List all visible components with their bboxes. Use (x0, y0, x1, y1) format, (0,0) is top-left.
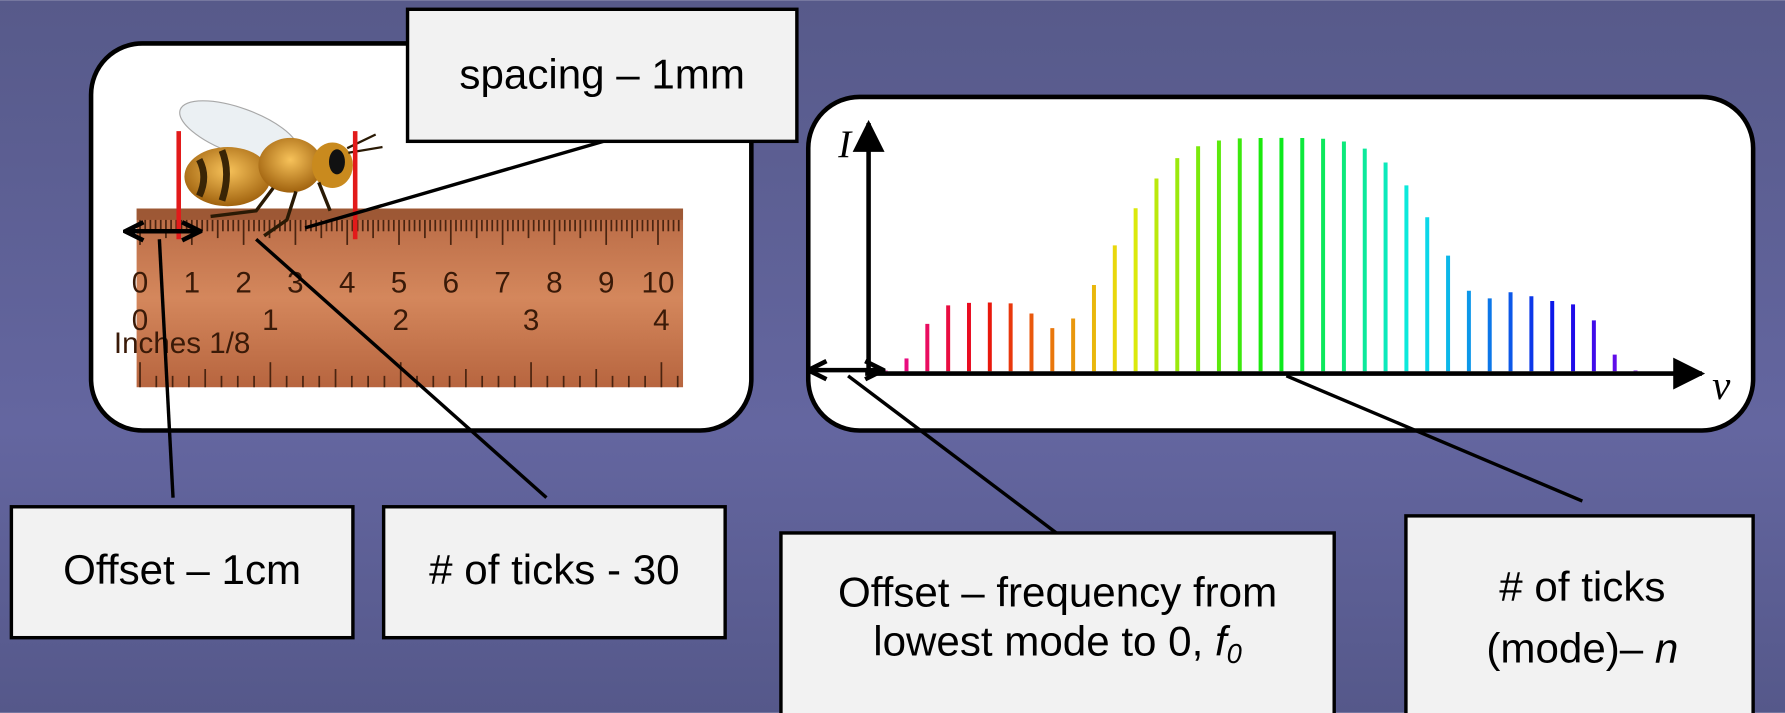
f0-box (779, 531, 1336, 713)
f0-subscript: 0 (1227, 638, 1242, 669)
bee-thorax (258, 137, 323, 193)
n-text-line2: (mode)– n (1486, 624, 1678, 671)
frequency-comb (883, 137, 1659, 372)
f0-text-line1: Offset – frequency from (838, 569, 1277, 616)
ticks-text: # of ticks - 30 (429, 546, 679, 593)
ruler-caption: Inches 1/8 (114, 327, 250, 360)
offset-connector (157, 239, 175, 498)
offset-text: Offset – 1cm (63, 546, 301, 593)
f0-connector (847, 374, 1058, 535)
spacing-box (405, 7, 799, 144)
ruler-cm-label: 0 (132, 267, 148, 300)
ticks-box (381, 505, 727, 640)
ruler-inch-label: 2 (392, 304, 408, 337)
bee-legs (210, 181, 332, 238)
ruler-cm-label: 8 (546, 267, 562, 300)
n-box (1404, 514, 1755, 713)
n-connector (1285, 374, 1584, 503)
f0-text-line2: lowest mode to 0, f0 (873, 618, 1242, 669)
ruler-cm-label: 9 (598, 267, 614, 300)
ruler-inch-label: 0 (132, 304, 148, 337)
ruler-inch-label: 3 (523, 304, 539, 337)
n-text: (mode)– (1486, 624, 1655, 671)
bee-stripes (196, 149, 230, 202)
ruler-cm-label: 3 (287, 267, 303, 300)
n-symbol: n (1655, 624, 1678, 671)
ruler-cm-label: 2 (235, 267, 251, 300)
ruler-inch-label: 1 (262, 304, 278, 337)
spacing-text: spacing – 1mm (459, 51, 745, 98)
ruler-body (136, 208, 684, 388)
ruler-cm-label: 5 (391, 267, 407, 300)
x-axis-label: ν (1712, 362, 1731, 408)
offset-box (9, 505, 355, 640)
ruler-inch-label: 4 (653, 304, 669, 337)
n-text-line1: # of ticks (1499, 563, 1665, 610)
bee-eye (328, 149, 345, 175)
ruler-cm-label: 4 (339, 267, 355, 300)
ruler-cm-label: 10 (642, 267, 675, 300)
f0-text: lowest mode to 0, (873, 618, 1215, 665)
ruler-cm-label: 1 (184, 267, 200, 300)
spacing-connector (304, 139, 604, 230)
ruler-edge (136, 208, 684, 220)
ruler-cm-label: 6 (443, 267, 459, 300)
bee (179, 100, 383, 238)
ticks-connector (255, 237, 548, 499)
y-axis-label: I (837, 124, 853, 166)
ruler-cm-label: 7 (494, 267, 510, 300)
